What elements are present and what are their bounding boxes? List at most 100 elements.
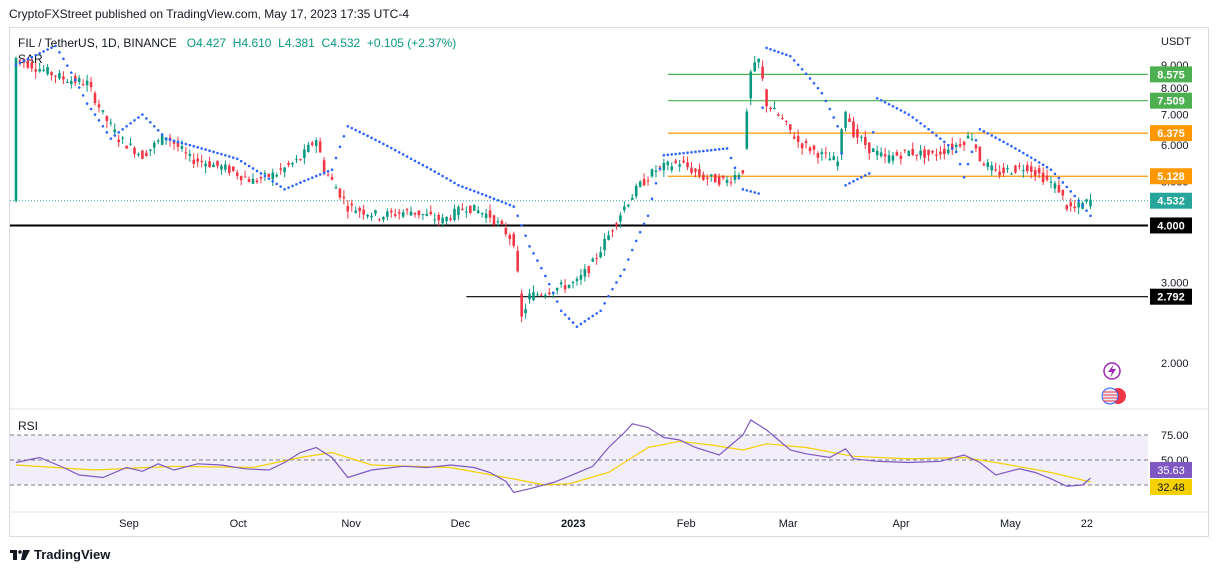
tradingview-brand: TradingView [34,547,111,562]
sar-dot [421,163,425,167]
candle [729,182,733,184]
candle [224,164,227,170]
sar-dot [694,150,697,154]
sar-dot [330,168,334,172]
sar-dot [441,174,444,178]
sar-dot [1025,153,1029,157]
candle [374,210,377,214]
candle [50,72,53,76]
sar-dot [180,141,184,145]
sar-dot [733,166,737,170]
sar-dot [145,117,148,120]
candle [160,134,164,145]
sar-dot [757,192,760,195]
sar-dot [204,148,207,151]
chart-frame [9,27,1209,537]
sar-dot [646,214,650,218]
sar-dot [231,156,235,159]
candle [1033,170,1037,176]
sar-dot [658,167,662,171]
level-tag-5.128 [1150,168,1192,185]
candle [488,210,492,218]
candle [986,162,990,167]
sar-dot [247,164,251,168]
sar-dot [129,121,132,125]
candle [998,171,1001,176]
candle [571,282,575,284]
sar-dot [299,181,302,184]
sar-dot [433,170,437,173]
candle [46,67,49,75]
candle [1045,175,1049,180]
sar-dot [524,234,527,237]
symbol-name[interactable]: FIL / TetherUS, 1D, BINANCE [18,36,177,50]
sar-dot [611,287,614,291]
sar-dot [358,130,361,134]
candle [773,107,776,110]
candle [860,136,863,138]
sar-dot [476,191,480,194]
candle [137,153,140,156]
candle [741,170,745,174]
candle [97,104,101,108]
sar-dot [152,124,156,128]
level-label-4.000: 4.000 [1157,220,1185,232]
candle [832,156,836,160]
rsi-line [15,419,1091,494]
candle [800,143,804,149]
sar-dot [350,126,354,130]
candle [548,292,551,295]
candle [496,221,500,223]
candle [465,211,468,213]
sar-dot [314,174,318,178]
sar-dot [706,149,709,152]
candle [117,139,120,143]
rsi-legend[interactable]: RSI [18,419,39,433]
candle [1041,172,1045,183]
sar-dot [974,138,978,142]
candle [627,204,630,207]
sar-dot [176,140,180,144]
sar-dot [267,177,271,180]
candle [662,163,666,171]
sar-dot [62,57,65,61]
candle [717,176,721,185]
candle [939,151,942,155]
us-flag-icon[interactable] [1101,387,1119,405]
candle [370,215,373,218]
sar-dot [871,131,875,134]
candle [176,142,180,147]
candle [338,188,342,198]
sar-dot [512,205,516,208]
candle [611,230,614,232]
candle [279,168,282,170]
candle [457,206,460,216]
publisher-line: CryptoFXStreet published on TradingView.… [9,7,409,21]
candle [366,214,369,217]
sar-dot [1069,190,1073,193]
candle [500,220,504,225]
tradingview-logo[interactable]: TradingView [10,547,110,562]
sar-dot [1033,158,1037,162]
candle [603,238,606,251]
sar-dot [698,150,701,153]
sar-dot [22,59,26,63]
sar-dot [113,134,117,137]
sar-dot [607,294,610,298]
candle [180,146,184,149]
candle [299,159,302,161]
sar-dot [496,198,500,202]
candle [765,89,768,107]
candle [283,167,286,173]
candle [954,144,958,148]
candle [1053,183,1057,189]
sar-dot [587,317,591,320]
candle [271,172,275,180]
candle [133,147,136,155]
candle [1065,205,1069,210]
sar-dot [1049,168,1053,172]
sar-dot [943,140,946,144]
candle [141,150,144,159]
x-tick-label: Nov [341,518,361,530]
